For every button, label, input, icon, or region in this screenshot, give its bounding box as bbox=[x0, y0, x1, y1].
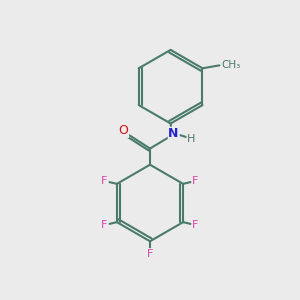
Text: F: F bbox=[101, 220, 108, 230]
Text: F: F bbox=[192, 176, 199, 186]
Text: O: O bbox=[118, 124, 128, 137]
Text: H: H bbox=[187, 134, 195, 144]
Text: CH₃: CH₃ bbox=[221, 60, 240, 70]
Text: F: F bbox=[192, 220, 199, 230]
Text: F: F bbox=[147, 249, 153, 259]
Text: N: N bbox=[168, 127, 179, 140]
Text: F: F bbox=[101, 176, 108, 186]
